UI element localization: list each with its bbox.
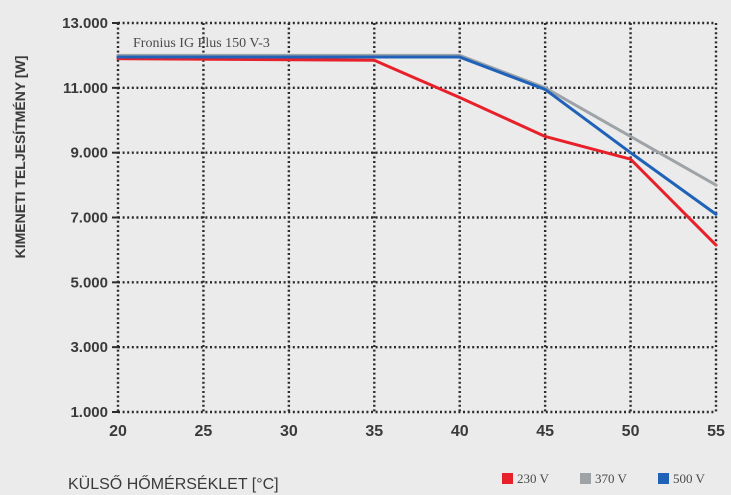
series-line-370v bbox=[116, 53, 718, 187]
legend-label: 370 V bbox=[595, 471, 628, 486]
legend-swatch bbox=[658, 473, 669, 484]
y-tick-label: 9.000 bbox=[70, 145, 108, 162]
legend-swatch bbox=[502, 473, 513, 484]
legend: 230 V 370 V 500 V bbox=[502, 471, 706, 486]
grid bbox=[118, 21, 718, 412]
chart-annotation: Fronius IG Plus 150 V-3 bbox=[133, 36, 270, 51]
y-tick-label: 13.000 bbox=[62, 15, 108, 32]
legend-label: 500 V bbox=[673, 471, 706, 486]
axes bbox=[112, 22, 716, 414]
x-tick-label: 55 bbox=[707, 423, 725, 440]
y-tick-labels: 1.000 3.000 5.000 7.000 9.000 11.000 13.000 bbox=[62, 15, 108, 421]
x-tick-label: 30 bbox=[280, 423, 298, 440]
x-tick-label: 45 bbox=[536, 423, 554, 440]
x-tick-labels: 20 25 30 35 40 45 50 55 bbox=[109, 423, 725, 440]
y-tick-label: 3.000 bbox=[70, 339, 108, 356]
x-tick-label: 25 bbox=[195, 423, 213, 440]
x-tick-label: 20 bbox=[109, 423, 127, 440]
series-line-230v bbox=[116, 57, 718, 247]
x-axis-label: KÜLSŐ HŐMÉRSÉKLET [°C] bbox=[68, 474, 279, 493]
y-tick-label: 5.000 bbox=[70, 274, 108, 291]
legend-swatch bbox=[580, 473, 591, 484]
series-line-500v bbox=[116, 55, 718, 216]
y-tick-label: 7.000 bbox=[70, 210, 108, 227]
x-tick-label: 35 bbox=[365, 423, 383, 440]
y-axis-label: KIMENETI TELJESÍTMÉNY [W] bbox=[12, 56, 28, 259]
series-lines bbox=[116, 53, 718, 247]
legend-label: 230 V bbox=[517, 471, 550, 486]
y-tick-label: 11.000 bbox=[63, 80, 108, 97]
y-tick-label: 1.000 bbox=[70, 404, 108, 421]
x-tick-label: 50 bbox=[622, 423, 640, 440]
x-tick-label: 40 bbox=[451, 423, 469, 440]
